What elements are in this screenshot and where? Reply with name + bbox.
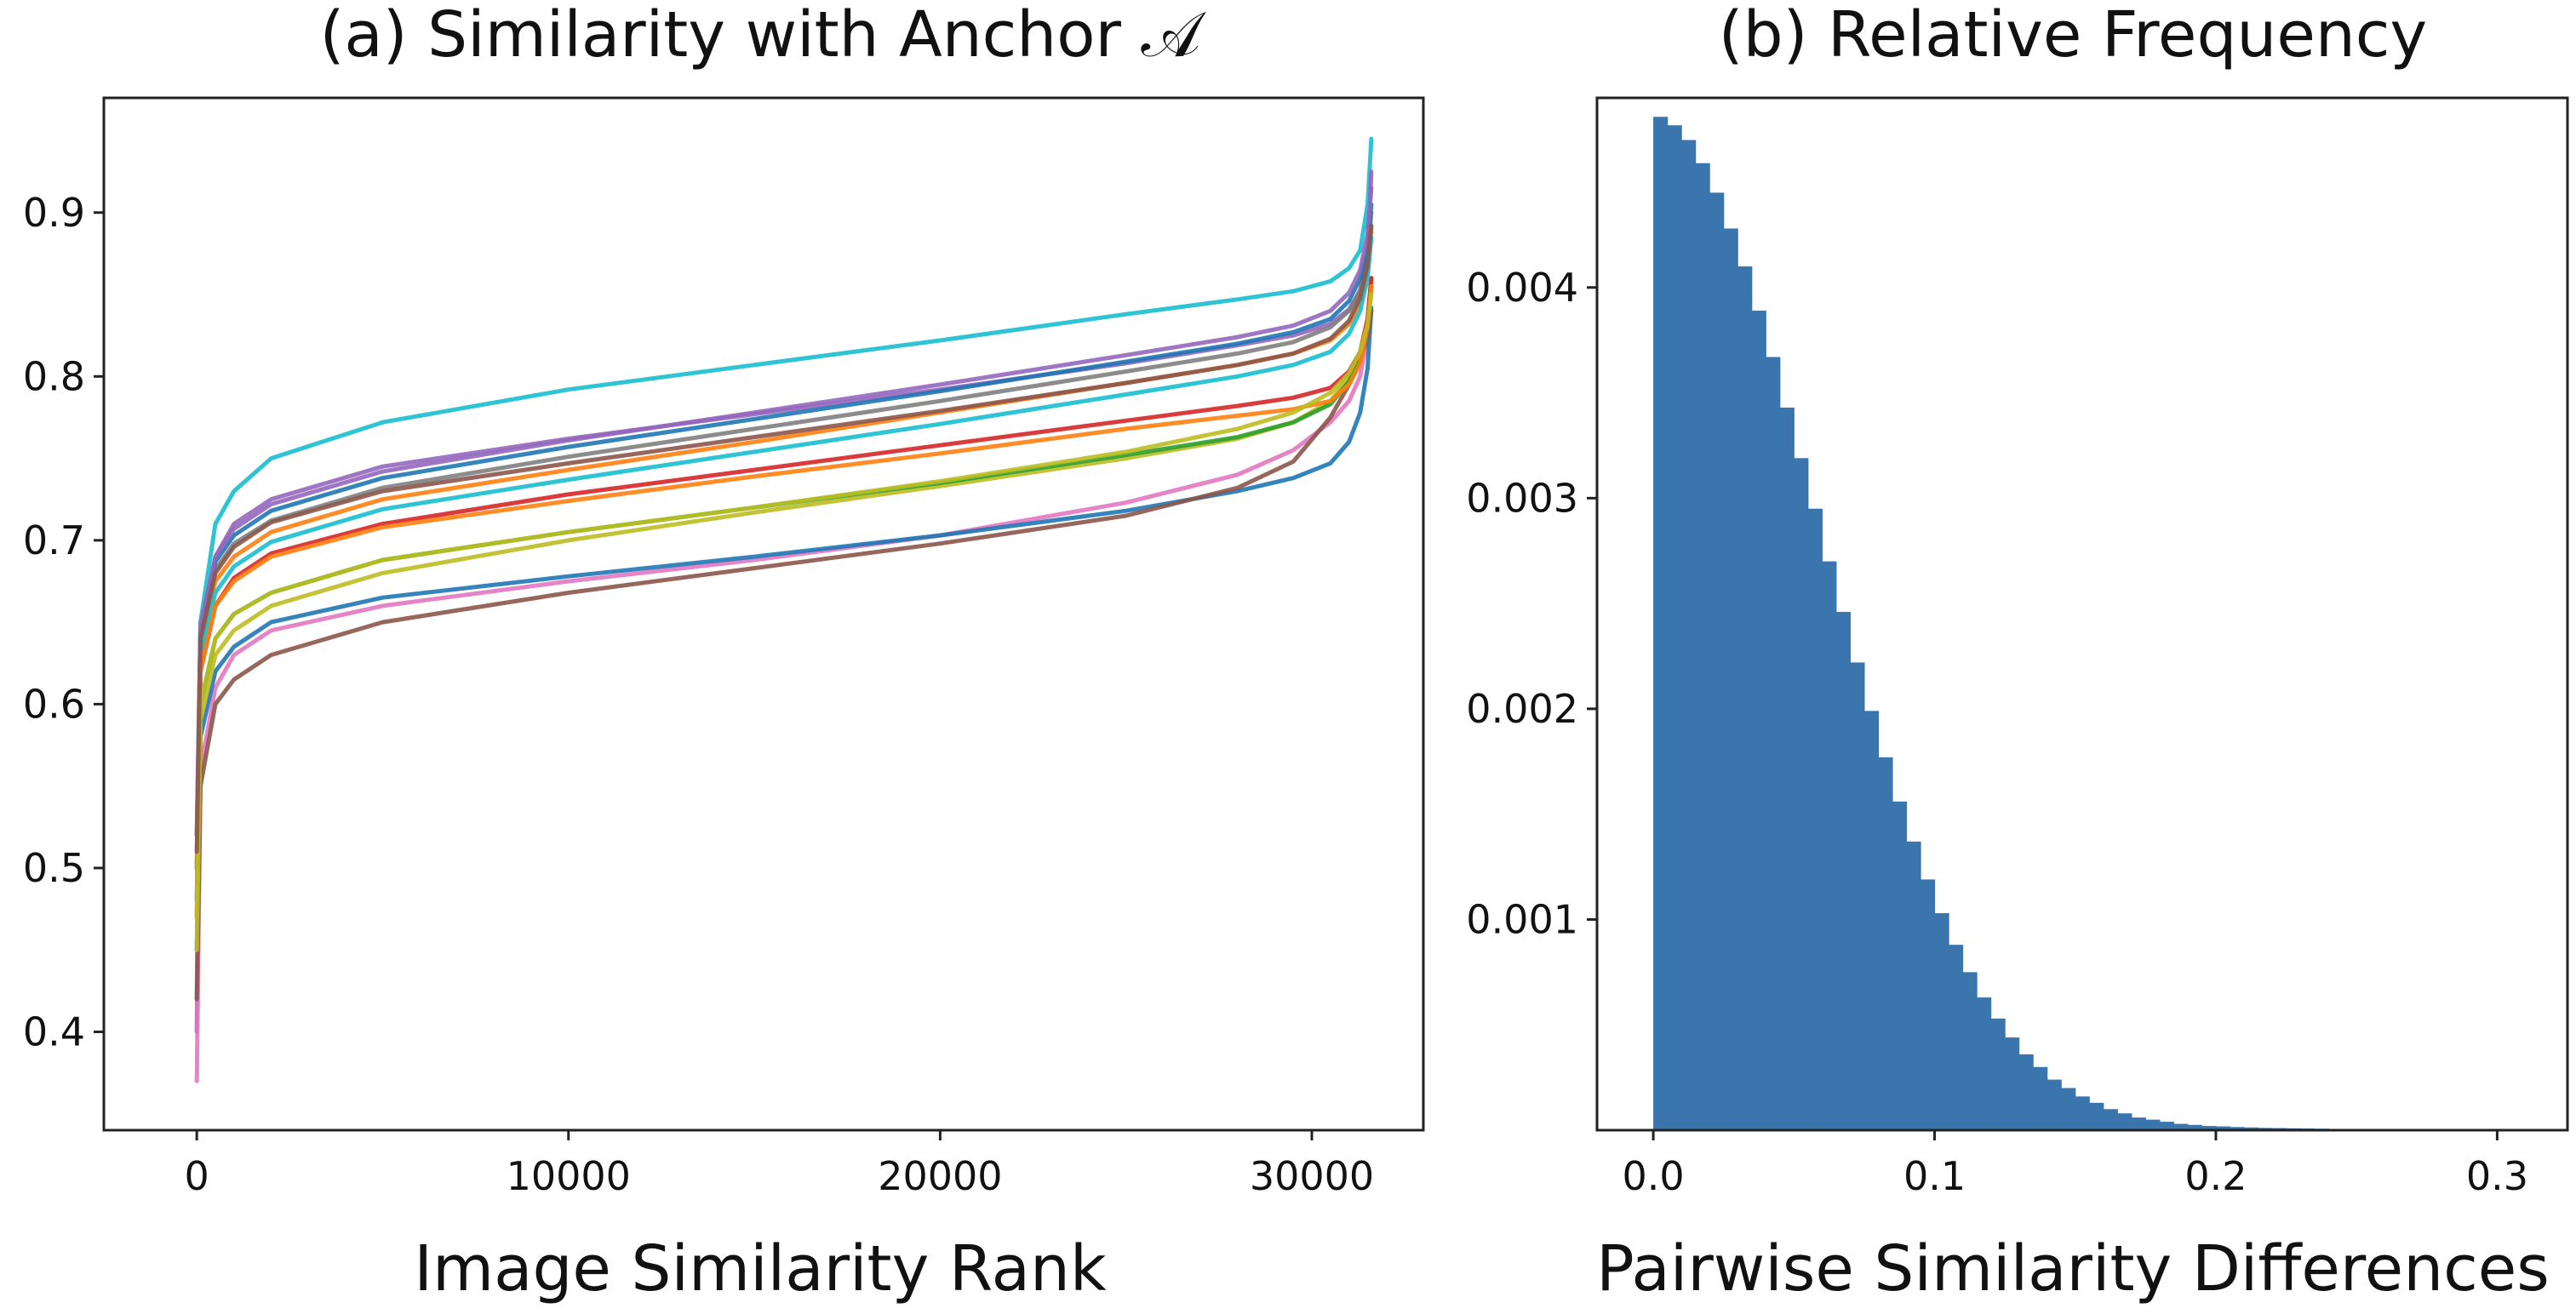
y-tick-label: 0.001 bbox=[1466, 896, 1578, 942]
histogram-bar bbox=[1695, 163, 1710, 1131]
x-tick-label: 10000 bbox=[507, 1153, 631, 1199]
histogram-bar bbox=[2089, 1102, 2104, 1130]
histogram-bar bbox=[1949, 945, 1964, 1130]
y-tick-label: 0.5 bbox=[23, 845, 85, 891]
histogram-bar bbox=[2215, 1126, 2231, 1130]
histogram-bar bbox=[2244, 1127, 2259, 1130]
y-tick-label: 0.004 bbox=[1466, 265, 1578, 311]
histogram-bar bbox=[1962, 972, 1978, 1130]
histogram-bar bbox=[1977, 997, 1992, 1130]
histogram-bar bbox=[1822, 561, 1837, 1130]
histogram-bar bbox=[1850, 662, 1865, 1130]
x-tick-label: 0.1 bbox=[1903, 1153, 1966, 1199]
histogram-bar bbox=[1878, 757, 1893, 1130]
series-line-6 bbox=[194, 276, 1374, 952]
histogram-bar bbox=[2018, 1054, 2034, 1130]
series-line-11 bbox=[194, 235, 1374, 903]
histogram-bar bbox=[2159, 1122, 2174, 1130]
histogram-bar bbox=[2187, 1124, 2203, 1130]
panel-a-frame bbox=[102, 96, 1425, 1132]
series-line-13 bbox=[194, 186, 1374, 837]
y-tick-label: 0.9 bbox=[23, 190, 85, 236]
histogram-bar bbox=[1807, 508, 1823, 1130]
x-tick-label: 0.3 bbox=[2466, 1153, 2528, 1199]
histogram-bar bbox=[1766, 357, 1781, 1130]
series-line-10 bbox=[194, 210, 1374, 871]
series-line-15 bbox=[194, 292, 1374, 920]
x-tick-label: 0 bbox=[185, 1153, 209, 1199]
series-line-14 bbox=[194, 283, 1374, 920]
panel-a-ticks: 0 10000 20000 30000 0.4 0.5 0.6 0.7 0.8 0.9 bbox=[23, 190, 1374, 1199]
panel-a-title: (a) Similarity with Anchor 𝒜 bbox=[320, 0, 1207, 71]
histogram-bar bbox=[2201, 1126, 2217, 1130]
series-line-4 bbox=[194, 306, 1374, 952]
histogram-bar bbox=[2061, 1088, 2076, 1130]
histogram-bar bbox=[1779, 407, 1795, 1130]
histogram-bar bbox=[1835, 612, 1851, 1130]
series-line-12 bbox=[194, 202, 1374, 837]
y-tick-label: 0.6 bbox=[23, 681, 85, 727]
x-tick-label: 30000 bbox=[1250, 1153, 1374, 1199]
histogram-bar bbox=[1892, 801, 1908, 1130]
histogram-bar bbox=[2117, 1113, 2132, 1130]
histogram-bar bbox=[2173, 1123, 2189, 1130]
histogram-bar bbox=[2103, 1109, 2118, 1130]
histogram-bar bbox=[2046, 1079, 2062, 1130]
histogram-bar bbox=[1681, 140, 1697, 1130]
histogram-bar bbox=[1737, 266, 1753, 1130]
histogram-bar bbox=[1653, 117, 1669, 1130]
panel-b-title: (b) Relative Frequency bbox=[1719, 0, 2427, 71]
histogram-bar bbox=[2131, 1117, 2146, 1130]
panel-b-bars bbox=[1653, 117, 2400, 1131]
histogram-bar bbox=[1794, 458, 1809, 1130]
series-line-9 bbox=[194, 226, 1374, 871]
histogram-bar bbox=[1934, 913, 1949, 1130]
panel-a-lines bbox=[194, 136, 1374, 1083]
x-tick-label: 0.0 bbox=[1623, 1153, 1685, 1199]
histogram-bar bbox=[2145, 1119, 2161, 1130]
panel-b-x-axis-label: Pairwise Similarity Differences bbox=[1596, 1232, 2550, 1305]
histogram-bar bbox=[1751, 311, 1766, 1130]
histogram-bar bbox=[2230, 1127, 2245, 1130]
series-line-3 bbox=[194, 276, 1374, 1083]
series-line-1 bbox=[194, 136, 1374, 1002]
histogram-bar bbox=[1921, 879, 1936, 1130]
y-tick-label: 0.7 bbox=[23, 517, 85, 563]
histogram-bar bbox=[2075, 1096, 2090, 1130]
histogram-bar bbox=[1709, 192, 1725, 1130]
x-tick-label: 20000 bbox=[878, 1153, 1002, 1199]
panel-a-x-axis-label: Image Similarity Rank bbox=[414, 1232, 1107, 1305]
y-tick-label: 0.003 bbox=[1466, 475, 1578, 521]
panel-b-ticks: 0.0 0.1 0.2 0.3 0.001 0.002 0.003 0.004 bbox=[1466, 265, 2528, 1199]
histogram-bar bbox=[1723, 228, 1738, 1131]
histogram-bar bbox=[2033, 1066, 2048, 1130]
histogram-bar bbox=[1667, 125, 1682, 1131]
y-tick-label: 0.4 bbox=[23, 1008, 85, 1054]
histogram-bar bbox=[1990, 1018, 2006, 1130]
y-tick-label: 0.002 bbox=[1466, 686, 1578, 732]
histogram-bar bbox=[2005, 1037, 2020, 1130]
histogram-bar bbox=[1863, 711, 1880, 1130]
x-tick-label: 0.2 bbox=[2184, 1153, 2247, 1199]
series-line-16 bbox=[194, 223, 1374, 854]
y-tick-label: 0.8 bbox=[23, 353, 85, 399]
panel-b-frame bbox=[1595, 96, 2569, 1132]
panel-b: (b) Relative Frequency 0.0 0.1 0.2 0.3 0.001… bbox=[1466, 0, 2569, 1305]
panel-a: (a) Similarity with Anchor 𝒜 0 10000 20000… bbox=[23, 0, 1425, 1305]
histogram-bar bbox=[1906, 841, 1921, 1130]
